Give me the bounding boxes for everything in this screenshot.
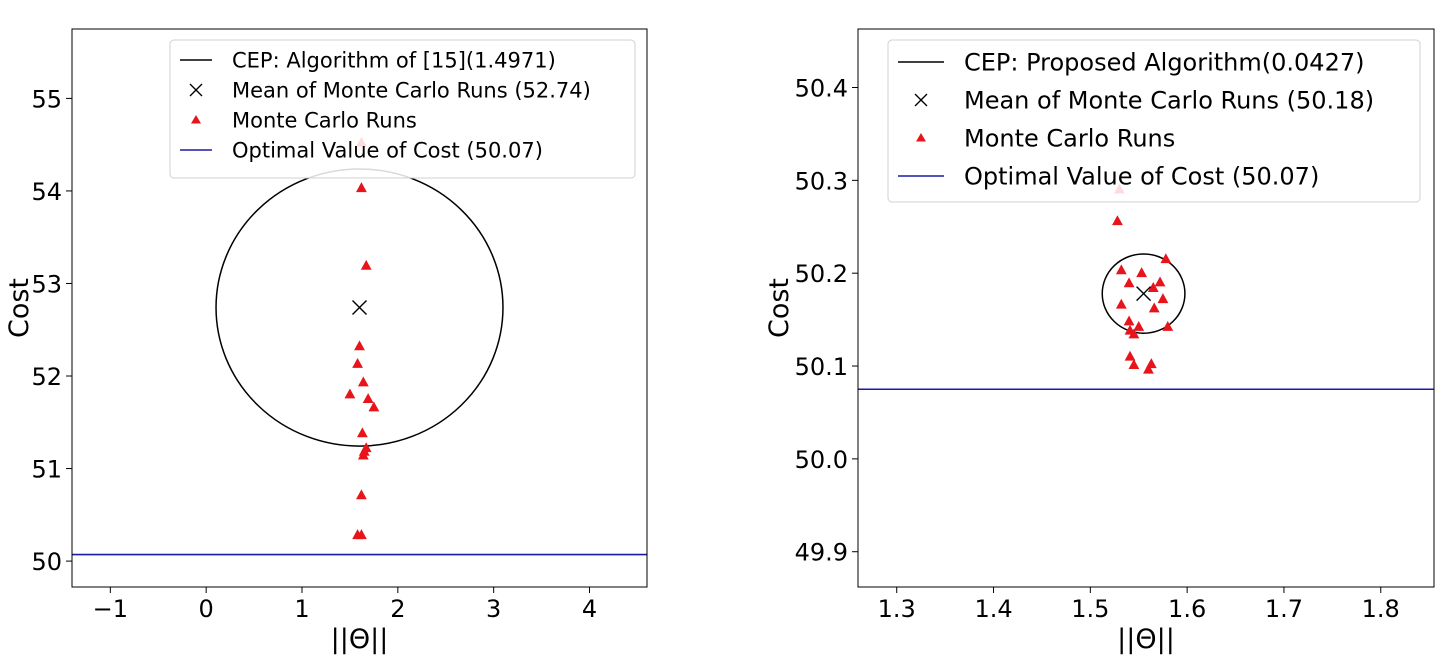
x-tick-label: −1 [93,595,128,623]
monte-carlo-run-point [1143,363,1154,374]
plot-frame [71,28,648,588]
y-tick-label: 50.3 [795,167,848,195]
monte-carlo-run-point [1128,328,1140,339]
monte-carlo-run-point [354,340,365,351]
legend: CEP: Algorithm of [15](1.4971) Mean of Mo… [169,39,636,179]
y-tick-label: 55 [31,85,62,113]
legend-entry-label: Monte Carlo Runs [964,125,1175,153]
x-tick-label: 2 [390,595,405,623]
mean-marker-stroke [352,300,367,316]
legend-x-swatch [189,83,203,97]
mean-marker-stroke [1136,286,1152,302]
monte-carlo-run-point [1133,321,1145,331]
monte-carlo-run-point [344,388,356,399]
x-tick-label: 1.8 [1362,595,1400,623]
monte-carlo-run-point [1123,277,1135,288]
monte-carlo-run-point [356,427,368,438]
legend-box [169,39,636,179]
mean-marker [352,300,367,316]
y-tick-label: 50.4 [795,74,848,102]
monte-carlo-run-point [1115,298,1127,309]
plot-frame [857,28,1435,588]
x-tick-label: 1 [294,595,309,623]
monte-carlo-run-point [1115,264,1127,275]
chart-left: −1 0 1 2 3 4 50 51 52 53 54 55 ||Θ|| Cost CEP: Algorit… [4,28,648,655]
y-tick-label: 50.0 [795,446,848,474]
x-tick-label: 4 [582,595,597,623]
x-axis-label: ||Θ|| [1117,624,1175,655]
legend-entry-label: Mean of Monte Carlo Runs (52.74) [232,79,591,103]
plot-area [858,183,1434,391]
legend-triangle-swatch [191,115,201,124]
monte-carlo-run-point [1123,315,1135,326]
legend-entry-label: Optimal Value of Cost (50.07) [964,163,1319,191]
monte-carlo-run-point [356,182,367,193]
legend-entry-label: CEP: Proposed Algorithm(0.0427) [964,49,1364,77]
legend: CEP: Proposed Algorithm(0.0427) Mean of M… [887,39,1421,203]
legend-entry-label: CEP: Algorithm of [15](1.4971) [232,49,556,73]
monte-carlo-run-point [1128,359,1140,369]
y-tick-label: 51 [31,456,62,484]
monte-carlo-run-point [1124,350,1136,361]
monte-carlo-run-point [368,401,380,412]
y-tick-label: 50.1 [795,353,848,381]
plot-area [72,136,647,556]
x-tick-label: 1.5 [1071,595,1109,623]
x-tick-label: 3 [486,595,501,623]
legend-entry-label: Mean of Monte Carlo Runs (50.18) [964,87,1374,115]
y-tick-label: 54 [31,178,62,206]
y-tick-label: 50 [31,548,62,576]
chart-right: 1.3 1.4 1.5 1.6 1.7 1.8 49.9 50.0 50.1 50.2 50.3 50… [764,28,1435,655]
legend-entry-label: Monte Carlo Runs [232,109,417,133]
monte-carlo-run-point [352,357,363,368]
y-axis-label: Cost [764,278,795,338]
monte-carlo-run-point [1154,276,1166,287]
x-tick-label: 0 [199,595,214,623]
x-tick-label: 1.7 [1265,595,1303,623]
monte-carlo-run-point [1157,293,1169,304]
x-axis-label: ||Θ|| [331,624,389,655]
monte-carlo-run-point [1162,321,1174,331]
legend-triangle-swatch [916,133,926,142]
x-tick-label: 1.6 [1168,595,1206,623]
monte-carlo-run-point [357,376,369,387]
monte-carlo-run-point [357,449,369,460]
cep-circle [1101,253,1186,335]
monte-carlo-run-point [1112,215,1123,226]
legend-box [887,39,1421,203]
y-tick-label: 53 [31,270,62,298]
x-tick-label: 1.3 [878,595,916,623]
legend-entry-label: Optimal Value of Cost (50.07) [232,139,543,163]
monte-carlo-run-point [356,489,367,500]
monte-carlo-run-point [360,259,372,270]
y-tick-label: 50.2 [795,260,848,288]
x-tick-label: 1.4 [974,595,1012,623]
monte-carlo-run-point [1147,282,1159,292]
monte-carlo-run-point [362,393,374,404]
monte-carlo-run-point [356,529,367,540]
y-tick-label: 52 [31,363,62,391]
y-axis-label: Cost [4,278,35,338]
monte-carlo-run-point [1160,253,1172,264]
monte-carlo-run-point [1148,302,1160,313]
y-tick-label: 49.9 [795,539,848,567]
legend-x-swatch [914,93,928,107]
monte-carlo-run-point [1136,267,1148,278]
mean-marker [1136,286,1152,302]
